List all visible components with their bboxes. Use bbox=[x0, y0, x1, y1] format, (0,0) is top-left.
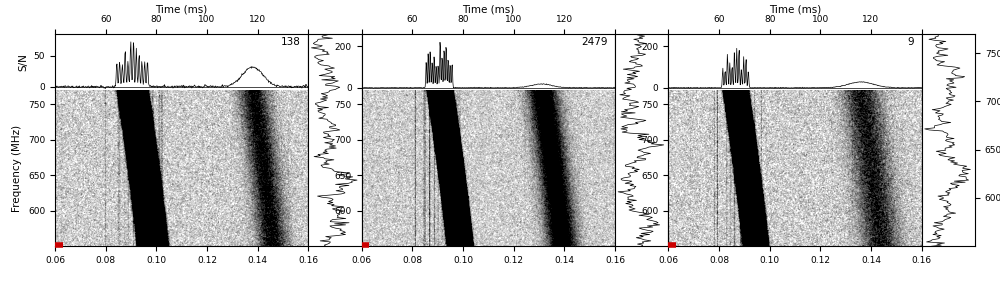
X-axis label: Time (ms): Time (ms) bbox=[156, 5, 208, 14]
Text: 2479: 2479 bbox=[581, 37, 607, 47]
X-axis label: Time (ms): Time (ms) bbox=[462, 5, 514, 14]
Text: 9: 9 bbox=[907, 37, 914, 47]
Y-axis label: S/N: S/N bbox=[18, 53, 28, 71]
Y-axis label: Frequency (MHz): Frequency (MHz) bbox=[12, 125, 22, 212]
Text: 138: 138 bbox=[281, 37, 301, 47]
X-axis label: Time (ms): Time (ms) bbox=[769, 5, 821, 14]
